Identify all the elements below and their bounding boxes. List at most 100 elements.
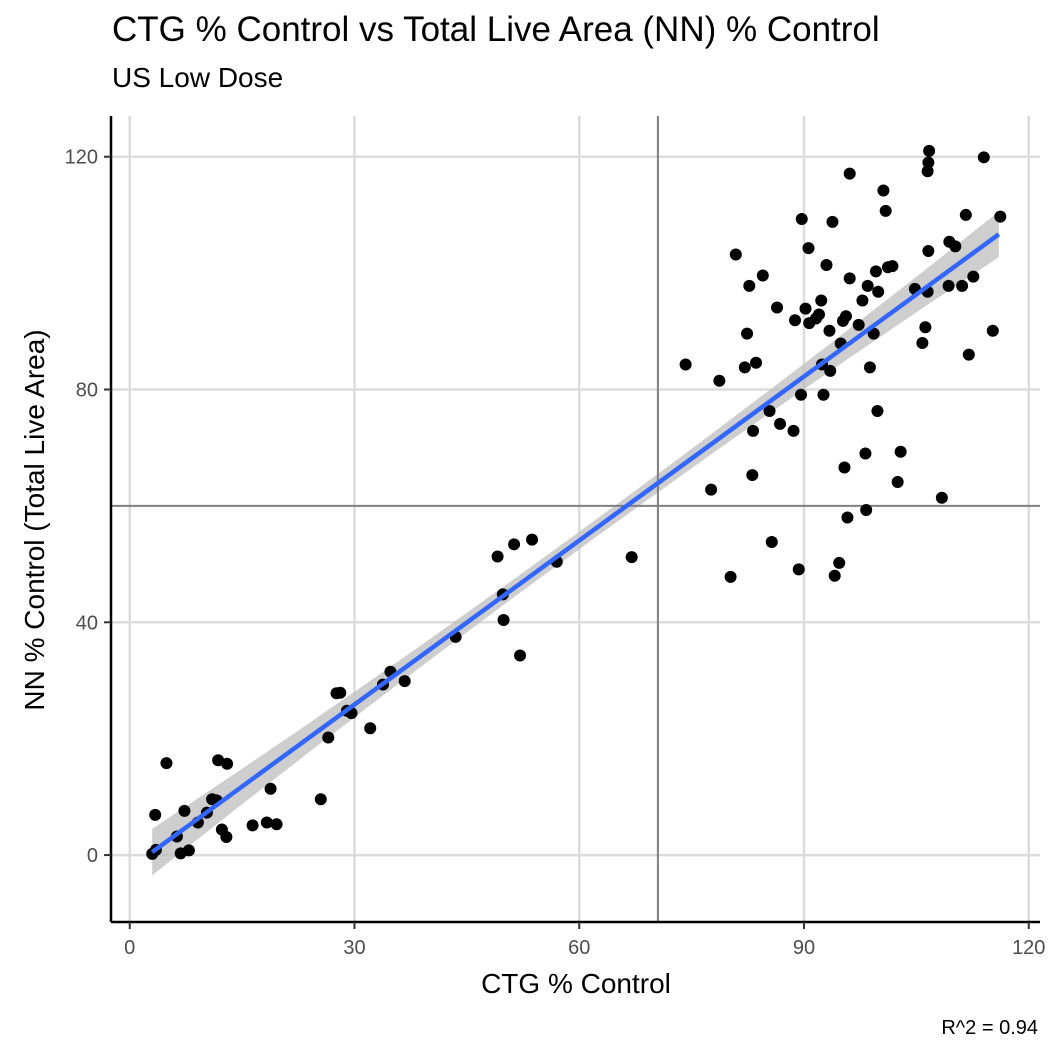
data-point-21 (322, 731, 335, 744)
x-tick-label-60: 60 (568, 937, 590, 959)
x-tick-label-90: 90 (793, 937, 815, 959)
data-point-36 (526, 533, 539, 546)
data-point-108 (949, 240, 962, 253)
r-squared-caption: R^2 = 0.94 (941, 1017, 1038, 1039)
data-point-111 (962, 348, 975, 361)
y-axis-title: NN % Control (Total Live Area) (19, 329, 50, 710)
data-point-115 (994, 210, 1007, 223)
regression-line (150, 232, 1001, 854)
data-point-98 (916, 336, 929, 349)
data-point-18 (264, 782, 277, 795)
x-axis-title: CTG % Control (481, 968, 671, 999)
data-point-73 (833, 556, 846, 569)
data-point-29 (398, 675, 411, 688)
data-point-101 (921, 165, 934, 178)
tick-labels: 0 30 60 90 120 0 40 80 120 (65, 147, 1046, 959)
data-point-113 (977, 151, 990, 164)
data-point-76 (838, 461, 851, 474)
data-point-64 (812, 308, 825, 321)
data-point-92 (879, 204, 892, 217)
data-point-79 (843, 167, 856, 180)
data-point-33 (497, 613, 510, 626)
x-tick-label-0: 0 (124, 937, 135, 959)
x-tick-label-120: 120 (1012, 937, 1045, 959)
data-point-53 (771, 301, 784, 314)
data-point-15 (220, 831, 233, 844)
data-point-86 (863, 361, 876, 374)
data-point-102 (922, 156, 935, 169)
grid-lines (111, 116, 1040, 922)
data-point-7 (182, 844, 195, 857)
x-tick-label-30: 30 (343, 937, 365, 959)
data-point-87 (867, 327, 880, 340)
fit-line (150, 232, 1001, 854)
data-point-19 (270, 818, 283, 831)
axes (104, 116, 1040, 929)
data-point-51 (763, 405, 776, 418)
data-points (146, 144, 1007, 860)
data-point-42 (724, 570, 737, 583)
data-point-50 (756, 269, 769, 282)
data-point-20 (314, 793, 327, 806)
data-point-59 (795, 213, 808, 226)
data-point-112 (967, 270, 980, 283)
data-point-96 (894, 445, 907, 458)
data-point-40 (705, 483, 718, 496)
data-point-80 (843, 272, 856, 285)
data-point-34 (508, 538, 521, 551)
data-point-109 (956, 279, 969, 292)
data-point-114 (986, 324, 999, 337)
data-point-69 (823, 324, 836, 337)
data-point-49 (750, 356, 763, 369)
y-tick-label-120: 120 (65, 147, 98, 169)
data-point-45 (741, 327, 754, 340)
data-point-31 (491, 550, 504, 563)
data-point-106 (942, 279, 955, 292)
data-point-110 (959, 208, 972, 221)
data-point-41 (713, 374, 726, 387)
data-point-55 (787, 424, 800, 437)
data-point-44 (738, 361, 751, 374)
data-point-91 (877, 184, 890, 197)
data-point-23 (334, 686, 347, 699)
data-point-16 (246, 819, 259, 832)
data-point-104 (922, 245, 935, 258)
data-point-105 (935, 491, 948, 504)
data-point-70 (824, 364, 837, 377)
data-point-17 (260, 816, 273, 829)
data-point-103 (923, 144, 936, 157)
data-point-47 (746, 469, 759, 482)
data-point-26 (364, 722, 377, 735)
data-point-12 (212, 754, 225, 767)
y-tick-label-40: 40 (76, 612, 98, 634)
data-point-94 (886, 260, 899, 273)
data-point-77 (839, 310, 852, 323)
data-point-99 (919, 321, 932, 334)
data-point-35 (514, 649, 527, 662)
data-point-58 (795, 388, 808, 401)
data-point-85 (861, 279, 874, 292)
data-point-48 (747, 424, 760, 437)
data-point-89 (872, 285, 885, 298)
data-point-72 (828, 569, 841, 582)
reference-lines (111, 116, 1040, 922)
data-point-61 (802, 242, 815, 255)
chart-title: CTG % Control vs Total Live Area (NN) % … (112, 10, 880, 49)
data-point-46 (743, 279, 756, 292)
data-point-82 (856, 294, 869, 307)
data-point-67 (817, 388, 830, 401)
data-point-81 (852, 318, 865, 331)
data-point-39 (679, 358, 692, 371)
data-point-78 (841, 511, 854, 524)
data-point-14 (221, 757, 234, 770)
data-point-90 (871, 405, 884, 418)
data-point-71 (826, 215, 839, 228)
data-point-83 (859, 447, 872, 460)
y-tick-label-80: 80 (76, 380, 98, 402)
data-point-95 (891, 476, 904, 489)
data-point-1 (149, 808, 162, 821)
data-point-43 (729, 248, 742, 261)
data-point-6 (178, 804, 191, 817)
data-point-3 (160, 757, 173, 770)
